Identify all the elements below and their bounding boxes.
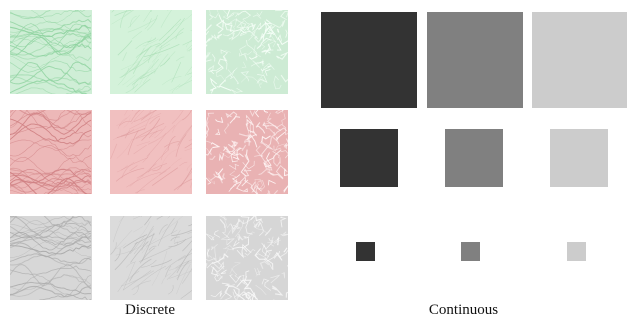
texture-pattern (110, 216, 192, 300)
texture-tile (10, 216, 92, 300)
color-swatch (427, 12, 523, 108)
texture-pattern (206, 216, 288, 300)
color-swatch (321, 12, 417, 108)
texture-tile (206, 10, 288, 94)
color-swatch (461, 242, 480, 261)
texture-tile (110, 10, 192, 94)
color-swatch (550, 129, 608, 187)
texture-pattern (110, 10, 192, 94)
texture-tile (110, 216, 192, 300)
texture-tile (10, 110, 92, 194)
texture-pattern (110, 110, 192, 194)
color-swatch (445, 129, 503, 187)
texture-pattern (10, 216, 92, 300)
texture-tile (10, 10, 92, 94)
texture-tile (206, 216, 288, 300)
continuous-caption: Continuous (428, 302, 499, 318)
color-swatch (356, 242, 375, 261)
texture-pattern (206, 110, 288, 194)
texture-tile (206, 110, 288, 194)
discrete-texture-grid: Discrete (0, 0, 300, 321)
color-swatch (532, 12, 627, 108)
texture-pattern (10, 10, 92, 94)
discrete-caption: Discrete (125, 302, 175, 318)
texture-pattern (206, 10, 288, 94)
color-swatch (567, 242, 586, 261)
texture-pattern (10, 110, 92, 194)
texture-tile (110, 110, 192, 194)
color-swatch (340, 129, 398, 187)
continuous-swatch-grid: Continuous (300, 0, 627, 321)
